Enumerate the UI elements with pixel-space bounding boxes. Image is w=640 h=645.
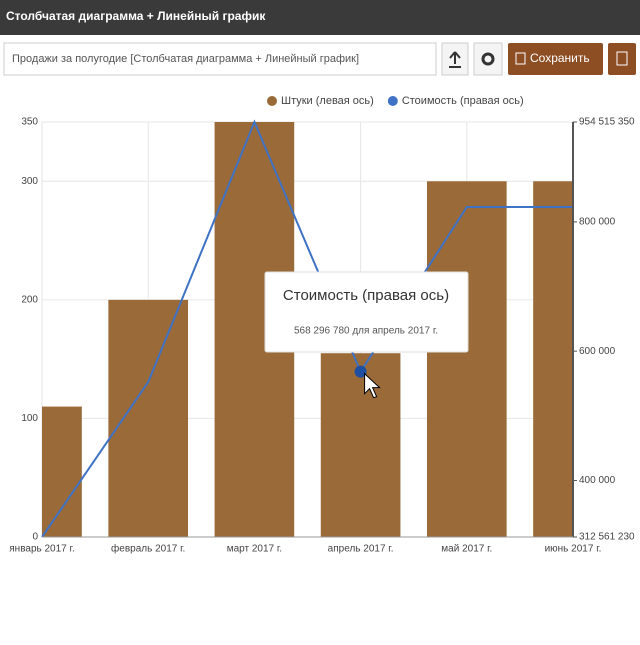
bar bbox=[320, 353, 401, 537]
legend-label: Стоимость (правая ось) bbox=[402, 95, 524, 107]
y-tick-label: 100 bbox=[21, 413, 38, 424]
delete-button[interactable] bbox=[608, 43, 636, 75]
y-tick-label: 0 bbox=[32, 532, 38, 543]
delete-icon bbox=[616, 51, 628, 66]
y-tick-label: 200 bbox=[21, 294, 38, 305]
bar bbox=[426, 181, 507, 538]
chart: 0 100 200 300 350 312 561 230 400 000 600 000 80… bbox=[9, 95, 635, 555]
save-icon bbox=[515, 52, 526, 65]
save-button[interactable] bbox=[508, 43, 603, 75]
report-name-input[interactable] bbox=[3, 42, 437, 76]
y2-tick-label: 312 561 230 bbox=[579, 532, 635, 543]
y-tick-label: 300 bbox=[21, 176, 38, 187]
window-title: Столбчатая диаграмма + Линейный график bbox=[6, 9, 266, 23]
x-tick-label: май 2017 г. bbox=[441, 544, 492, 555]
x-tick-label: июнь 2017 г. bbox=[545, 544, 602, 555]
x-tick-label: апрель 2017 г. bbox=[328, 544, 394, 555]
bar bbox=[108, 299, 189, 537]
legend-marker bbox=[267, 96, 277, 106]
save-label: Сохранить bbox=[530, 51, 590, 65]
tooltip bbox=[264, 271, 469, 353]
tooltip-text: 568 296 780 для апрель 2017 г. bbox=[294, 326, 438, 337]
title-bar bbox=[0, 0, 640, 35]
report-name: Продажи за полугодие [Столбчатая диаграм… bbox=[12, 53, 359, 65]
bar bbox=[533, 181, 573, 538]
line bbox=[41, 119, 573, 538]
y2-tick-label: 800 000 bbox=[579, 217, 616, 228]
y2-tick-label: 600 000 bbox=[579, 346, 616, 357]
x-tick-label: январь 2017 г. bbox=[9, 544, 74, 555]
settings-button[interactable] bbox=[473, 42, 503, 76]
cursor bbox=[364, 372, 381, 399]
bar bbox=[42, 406, 82, 537]
legend-marker bbox=[387, 96, 398, 106]
tooltip-title: Стоимость (правая ось) bbox=[283, 287, 449, 304]
y2-tick-label: 954 515 350 bbox=[579, 117, 635, 128]
legend-label: Штуки (левая ось) bbox=[281, 95, 374, 107]
export-icon bbox=[449, 51, 461, 68]
hovered-point bbox=[354, 365, 367, 378]
y-tick-label: 350 bbox=[21, 117, 38, 128]
x-tick-label: февраль 2017 г. bbox=[111, 543, 185, 555]
settings-icon bbox=[481, 52, 495, 66]
x-tick-label: март 2017 г. bbox=[227, 544, 282, 555]
y2-tick-label: 400 000 bbox=[579, 475, 616, 486]
